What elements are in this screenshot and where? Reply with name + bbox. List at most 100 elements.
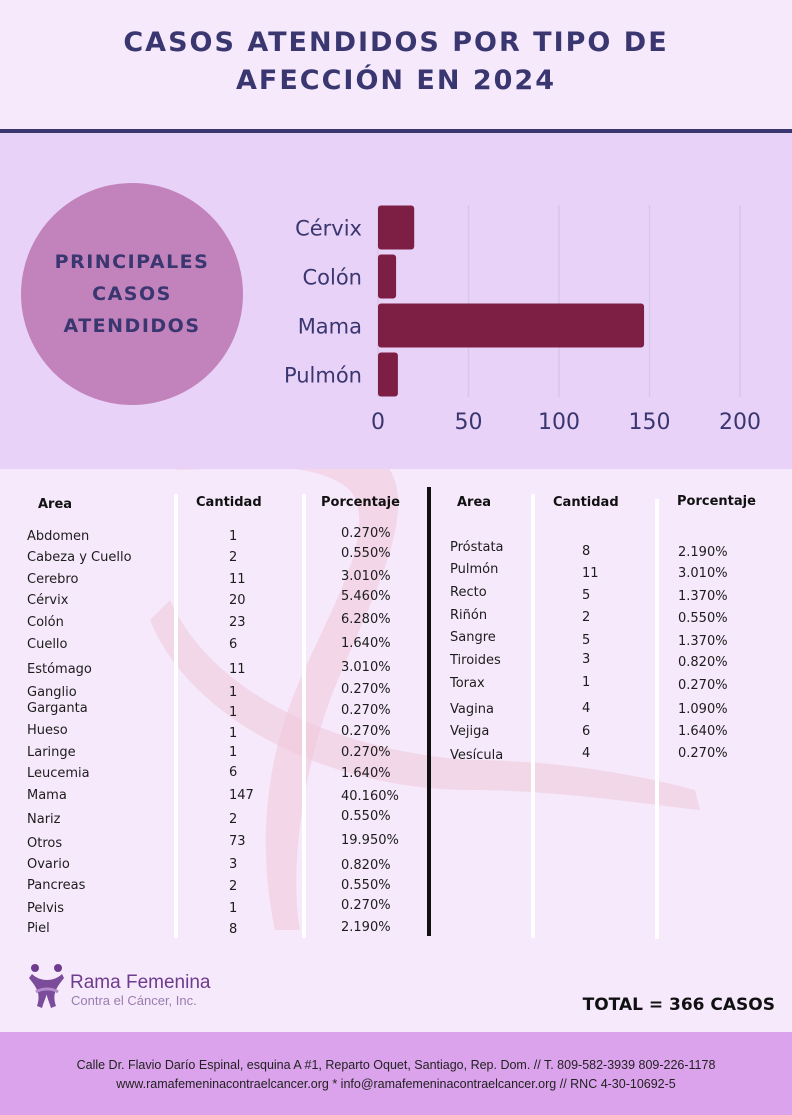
left-row-porcentaje-cell: 3.010%	[341, 569, 391, 584]
left-row-porcentaje-cell: 0.270%	[341, 898, 391, 913]
left-row-cantidad-cell: 3	[229, 857, 238, 872]
left-row-area-cell: Pancreas	[27, 878, 86, 893]
left-row-area-cell: Pelvis	[27, 901, 65, 916]
left-row-cantidad-cell: 1	[229, 705, 238, 720]
title-line-2: AFECCIÓN EN 2024	[236, 65, 556, 96]
circle-line-2: CASOS	[92, 283, 172, 305]
page-title: CASOS ATENDIDOS POR TIPO DE AFECCIÓN EN …	[0, 24, 792, 100]
left-row-porcentaje-cell: 0.270%	[341, 526, 391, 541]
column-divider	[655, 499, 659, 939]
left-row-area-cell: Cabeza y Cuello	[27, 550, 132, 565]
left-row-area-cell: Garganta	[27, 701, 88, 716]
right-row-cantidad-cell: 4	[582, 701, 591, 716]
left-row-cantidad-cell: 1	[229, 745, 238, 760]
circle-line-1: PRINCIPALES	[54, 251, 210, 273]
left-row-area-cell: Cerebro	[27, 572, 79, 587]
category-label: Cérvix	[295, 217, 362, 241]
right-row-porcentaje-cell: 0.270%	[678, 678, 728, 693]
right-row-porcentaje-cell: 1.370%	[678, 634, 728, 649]
right-row-porcentaje-cell: 0.550%	[678, 611, 728, 626]
left-row-porcentaje-cell: 1.640%	[341, 766, 391, 781]
left-row-area-cell: Abdomen	[27, 529, 90, 544]
right-row-cantidad-cell: 3	[582, 652, 591, 667]
category-label: Pulmón	[284, 364, 362, 388]
left-row-porcentaje-cell: 40.160%	[341, 789, 399, 804]
right-row-area-cell: Tiroides	[450, 653, 501, 668]
logo-name: Rama Femenina	[70, 972, 211, 993]
right-row-porcentaje-cell: 3.010%	[678, 566, 728, 581]
footer: Calle Dr. Flavio Darío Espinal, esquina …	[0, 1032, 792, 1115]
left-row-area-cell: Mama	[27, 788, 67, 803]
left-row-porcentaje-cell: 0.550%	[341, 878, 391, 893]
footer-address: Calle Dr. Flavio Darío Espinal, esquina …	[76, 1058, 716, 1072]
right-row-area-cell: Torax	[450, 676, 485, 691]
x-tick-label: 50	[455, 410, 483, 435]
right-row-porcentaje-cell: 2.190%	[678, 545, 728, 560]
title-divider	[0, 129, 792, 133]
bar-0	[378, 205, 415, 250]
left-row-area-cell: Piel	[27, 921, 50, 936]
left-row-cantidad-cell: 1	[229, 685, 238, 700]
ribbon-figures-logo	[29, 964, 64, 1008]
left-row-porcentaje-cell: 3.010%	[341, 660, 391, 675]
right-row-cantidad-cell: 5	[582, 633, 591, 648]
left-row-cantidad-cell: 1	[229, 726, 238, 741]
right-row-cantidad-cell: 5	[582, 588, 591, 603]
right-row-cantidad-cell: 1	[582, 675, 591, 690]
left-row-area-cell: Ovario	[27, 857, 70, 872]
left-row-cantidad-cell: 20	[229, 593, 246, 608]
right-row-area-cell: Vejiga	[450, 724, 490, 739]
right-row-porcentaje-cell: 0.820%	[678, 655, 728, 670]
right-row-cantidad-cell: 11	[582, 566, 599, 581]
right-row-area-cell: Sangre	[450, 630, 496, 645]
left-row-area-cell: Laringe	[27, 745, 76, 760]
header-porcentaje-right: Porcentaje	[677, 494, 756, 509]
left-row-cantidad-cell: 8	[229, 922, 238, 937]
column-divider	[174, 494, 178, 938]
right-row-porcentaje-cell: 1.640%	[678, 724, 728, 739]
left-row-cantidad-cell: 73	[229, 834, 246, 849]
left-row-porcentaje-cell: 0.270%	[341, 745, 391, 760]
right-row-area-cell: Vagina	[450, 702, 494, 717]
header-porcentaje-left: Porcentaje	[321, 495, 400, 510]
left-row-cantidad-cell: 147	[229, 788, 254, 803]
table-split-divider	[427, 487, 431, 936]
category-label: Colón	[302, 266, 362, 290]
left-row-cantidad-cell: 1	[229, 901, 238, 916]
right-row-porcentaje-cell: 1.370%	[678, 589, 728, 604]
column-divider	[302, 494, 306, 938]
left-row-area-cell: Cuello	[27, 637, 68, 652]
right-row-area-cell: Próstata	[450, 540, 504, 555]
x-tick-label: 100	[538, 410, 580, 435]
bar-2	[378, 303, 645, 348]
left-row-cantidad-cell: 23	[229, 615, 246, 630]
header-area-right: Area	[457, 495, 492, 510]
bar-1	[378, 254, 397, 299]
left-row-area-cell: Estómago	[27, 662, 92, 677]
right-row-porcentaje-cell: 0.270%	[678, 746, 728, 761]
header-area-left: Area	[38, 497, 73, 512]
left-row-area-cell: Otros	[27, 836, 63, 851]
left-row-porcentaje-cell: 0.550%	[341, 546, 391, 561]
right-row-cantidad-cell: 2	[582, 610, 591, 625]
left-row-porcentaje-cell: 1.640%	[341, 636, 391, 651]
left-row-area-cell: Hueso	[27, 723, 68, 738]
highlight-circle: PRINCIPALES CASOS ATENDIDOS	[21, 183, 243, 405]
bar-3	[378, 352, 398, 397]
left-row-area-cell: Cérvix	[27, 593, 69, 608]
left-row-cantidad-cell: 2	[229, 550, 238, 565]
category-label: Mama	[298, 315, 362, 339]
right-row-area-cell: Riñón	[450, 608, 488, 623]
left-row-porcentaje-cell: 19.950%	[341, 833, 399, 848]
x-tick-label: 150	[629, 410, 671, 435]
right-row-porcentaje-cell: 1.090%	[678, 702, 728, 717]
left-row-cantidad-cell: 11	[229, 662, 246, 677]
left-row-cantidad-cell: 1	[229, 529, 238, 544]
left-row-cantidad-cell: 6	[229, 637, 238, 652]
left-row-area-cell: Colón	[27, 615, 64, 630]
logo-subtitle: Contra el Cáncer, Inc.	[71, 993, 197, 1008]
x-tick-label: 0	[371, 410, 385, 435]
bar-chart: 0 50 100 150 200 Cérvix Colón Mama Pulmón	[284, 205, 761, 435]
header-cantidad-left: Cantidad	[196, 495, 262, 510]
left-row-area-cell: Ganglio	[27, 685, 77, 700]
